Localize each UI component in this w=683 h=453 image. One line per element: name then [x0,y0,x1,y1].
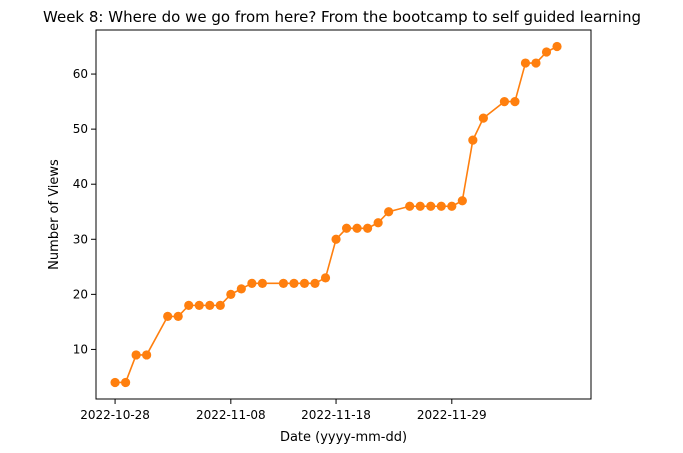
data-point [194,300,204,310]
y-tick-label: 40 [73,177,88,191]
x-axis: 2022-10-28 2022-11-08 2022-11-18 2022-11-29 [80,399,487,422]
y-tick-label: 10 [73,342,88,356]
data-point [142,350,152,360]
data-point [552,41,562,52]
chart-title: Week 8: Where do we go from here? From t… [43,8,641,26]
data-point [478,113,488,123]
data-point [331,234,341,244]
data-point [205,300,215,310]
y-tick-label: 20 [73,287,88,301]
data-point [405,201,415,211]
data-point [436,201,446,211]
data-point [120,377,131,388]
data-point [110,377,120,388]
data-point [247,278,257,288]
data-point [447,201,457,211]
x-tick-label: 2022-11-29 [417,408,487,422]
data-point [289,278,299,288]
data-point [457,196,467,206]
data-point [520,58,531,68]
data-point [257,278,267,288]
data-point [226,289,236,299]
x-axis-label: Date (yyyy-mm-dd) [280,430,407,445]
data-point [215,300,225,310]
data-point [373,218,383,228]
data-point [468,135,478,145]
data-point [384,207,394,217]
data-point [184,300,194,310]
data-point [352,223,362,233]
data-point [363,223,373,233]
data-point [310,278,320,288]
data-point [131,350,141,360]
data-point [415,201,425,211]
data-point [299,278,310,288]
x-tick-label: 2022-11-18 [301,408,371,422]
x-tick-label: 2022-11-08 [196,408,266,422]
data-point [173,311,183,321]
data-point [510,97,520,107]
x-tick-label: 2022-10-28 [80,408,150,422]
data-point [320,273,331,283]
data-point [341,223,352,233]
data-point [163,311,173,321]
plot-frame [95,29,592,400]
y-tick-label: 60 [73,67,88,81]
data-point [531,58,541,68]
data-point [426,201,436,211]
series-group [110,41,562,388]
y-axis: 10 20 30 40 50 60 [73,67,96,356]
data-point [499,97,510,107]
y-tick-label: 50 [73,122,88,136]
data-point [236,284,246,294]
y-axis-label: Number of Views [47,159,62,270]
data-point [541,47,552,57]
data-point [278,278,289,288]
y-tick-label: 30 [73,232,88,246]
